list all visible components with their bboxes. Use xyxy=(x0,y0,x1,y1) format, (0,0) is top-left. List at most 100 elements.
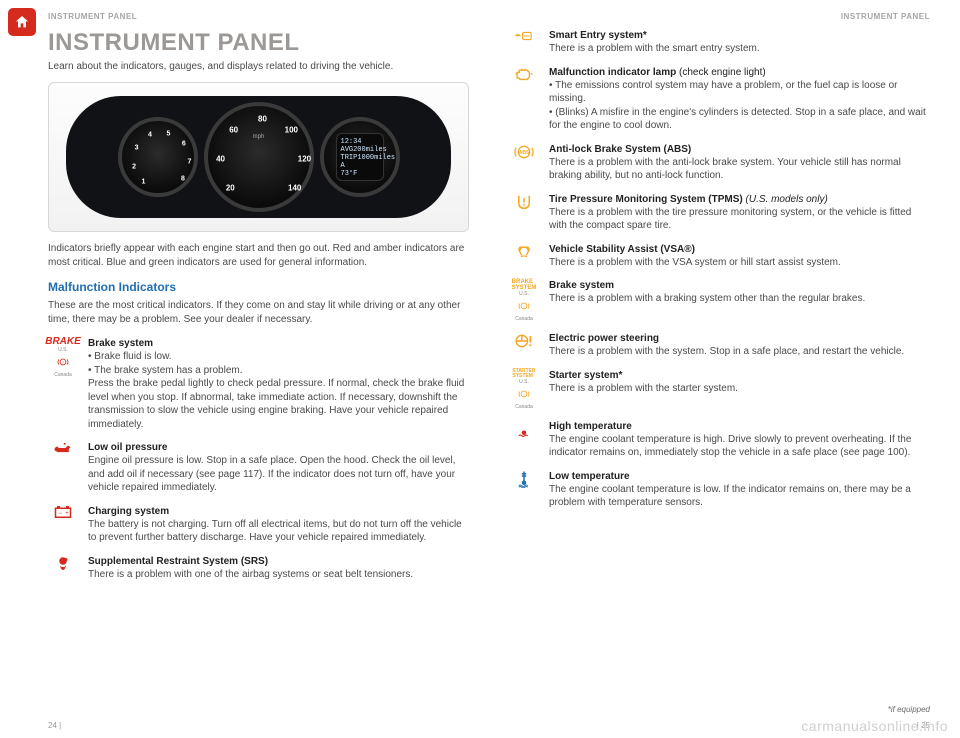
indicator-desc: The engine coolant temperature is low. I… xyxy=(549,483,930,510)
indicator-title: Electric power steering xyxy=(549,332,930,345)
breadcrumb-right: INSTRUMENT PANEL xyxy=(509,12,930,21)
indicator-item: Tire Pressure Monitoring System (TPMS) (… xyxy=(509,193,930,233)
indicator-title: Anti-lock Brake System (ABS) xyxy=(549,143,930,156)
indicator-title: Vehicle Stability Assist (VSA®) xyxy=(549,243,930,256)
indicator-desc: The emissions control system may have a … xyxy=(549,79,930,133)
indicator-title: Brake system xyxy=(549,279,930,292)
indicator-item: −+Charging systemThe battery is not char… xyxy=(48,505,469,545)
indicator-desc: There is a problem with the smart entry … xyxy=(549,42,930,56)
instrument-cluster-image: 12345678 20406080100120140 mph 12:34 AVG… xyxy=(48,82,469,232)
indicator-title: Tire Pressure Monitoring System (TPMS) (… xyxy=(549,193,930,206)
right-page: INSTRUMENT PANEL Smart Entry system*Ther… xyxy=(509,12,930,714)
avg-label: AVG xyxy=(341,146,354,154)
indicator-item: BRAKESYSTEMU.S.!CanadaBrake systemThere … xyxy=(509,279,930,322)
info-gauge: 12:34 AVG200miles TRIP A1000miles 73°F xyxy=(320,117,400,197)
cluster-caption: Indicators briefly appear with each engi… xyxy=(48,242,469,270)
indicator-desc: There is a problem with the starter syst… xyxy=(549,382,930,396)
indicator-desc: The engine coolant temperature is high. … xyxy=(549,433,930,460)
indicator-item: High temperatureThe engine coolant tempe… xyxy=(509,420,930,460)
clock: 12:34 xyxy=(341,138,362,146)
eps-icon xyxy=(509,332,539,359)
home-button[interactable] xyxy=(8,8,36,36)
indicator-body: Malfunction indicator lamp (check engine… xyxy=(549,66,930,133)
indicator-body: Anti-lock Brake System (ABS)There is a p… xyxy=(549,143,930,183)
vsa-icon xyxy=(509,243,539,270)
lede-text: Learn about the indicators, gauges, and … xyxy=(48,61,469,72)
indicator-body: Low temperatureThe engine coolant temper… xyxy=(549,470,930,510)
indicator-desc: Brake fluid is low.The brake system has … xyxy=(88,350,469,431)
indicator-title: Charging system xyxy=(88,505,469,518)
indicator-body: Brake systemBrake fluid is low.The brake… xyxy=(88,337,469,431)
section-heading: Malfunction Indicators xyxy=(48,280,469,294)
page-title: INSTRUMENT PANEL xyxy=(48,29,469,57)
watermark: carmanualsonline.info xyxy=(801,718,948,734)
indicator-item: Electric power steeringThere is a proble… xyxy=(509,332,930,359)
indicator-desc: There is a problem with one of the airba… xyxy=(88,568,469,582)
indicator-item: ABS Anti-lock Brake System (ABS)There is … xyxy=(509,143,930,183)
indicator-body: High temperatureThe engine coolant tempe… xyxy=(549,420,930,460)
brake-text-icon: BRAKEU.S.!Canada xyxy=(48,337,78,431)
page-spread: INSTRUMENT PANEL INSTRUMENT PANEL Learn … xyxy=(0,0,960,738)
temp-high-icon xyxy=(509,420,539,460)
home-icon xyxy=(14,14,30,30)
indicator-list-right: Smart Entry system*There is a problem wi… xyxy=(509,29,930,510)
section-intro: These are the most critical indicators. … xyxy=(48,299,469,327)
indicator-desc: There is a problem with the VSA system o… xyxy=(549,256,930,270)
indicator-body: Low oil pressureEngine oil pressure is l… xyxy=(88,441,469,495)
indicator-item: Vehicle Stability Assist (VSA®)There is … xyxy=(509,243,930,270)
breadcrumb-left: INSTRUMENT PANEL xyxy=(48,12,469,21)
starter-icon: STARTERSYSTEMU.S.!Canada xyxy=(509,369,539,410)
indicator-body: Smart Entry system*There is a problem wi… xyxy=(549,29,930,56)
indicator-title: Smart Entry system* xyxy=(549,29,930,42)
svg-text:!: ! xyxy=(523,304,524,308)
page-number-left: 24 | xyxy=(48,721,61,730)
odo2: 1000miles xyxy=(357,154,395,170)
indicator-list-left: BRAKEU.S.!Canada Brake systemBrake fluid … xyxy=(48,337,469,581)
tachometer: 12345678 xyxy=(118,117,198,197)
indicator-item: STARTERSYSTEMU.S.!Canada Starter system*T… xyxy=(509,369,930,410)
battery-icon: −+ xyxy=(48,505,78,545)
indicator-desc: There is a problem with a braking system… xyxy=(549,292,930,306)
speedometer: 20406080100120140 mph xyxy=(204,102,314,212)
temp-low-icon xyxy=(509,470,539,510)
temp-readout: 73°F xyxy=(341,170,358,178)
oilcan-icon xyxy=(48,441,78,495)
odo1: 200miles xyxy=(353,146,387,154)
abs-icon: ABS xyxy=(509,143,539,183)
indicator-item: Smart Entry system*There is a problem wi… xyxy=(509,29,930,56)
trip-label: TRIP A xyxy=(341,154,358,170)
indicator-body: Supplemental Restraint System (SRS)There… xyxy=(88,555,469,582)
indicator-title: Low temperature xyxy=(549,470,930,483)
indicator-item: Low temperatureThe engine coolant temper… xyxy=(509,470,930,510)
digital-display: 12:34 AVG200miles TRIP A1000miles 73°F xyxy=(336,133,384,181)
indicator-desc: There is a problem with the tire pressur… xyxy=(549,206,930,233)
indicator-body: Tire Pressure Monitoring System (TPMS) (… xyxy=(549,193,930,233)
indicator-body: Brake systemThere is a problem with a br… xyxy=(549,279,930,322)
airbag-icon xyxy=(48,555,78,582)
indicator-desc: The battery is not charging. Turn off al… xyxy=(88,518,469,545)
speedo-unit: mph xyxy=(253,134,265,140)
indicator-title: Malfunction indicator lamp (check engine… xyxy=(549,66,930,79)
indicator-item: Low oil pressureEngine oil pressure is l… xyxy=(48,441,469,495)
indicator-title: High temperature xyxy=(549,420,930,433)
indicator-body: Vehicle Stability Assist (VSA®)There is … xyxy=(549,243,930,270)
indicator-title: Supplemental Restraint System (SRS) xyxy=(88,555,469,568)
svg-text:−: − xyxy=(59,511,63,517)
indicator-title: Low oil pressure xyxy=(88,441,469,454)
engine-icon xyxy=(509,66,539,133)
indicator-desc: Engine oil pressure is low. Stop in a sa… xyxy=(88,454,469,495)
indicator-title: Starter system* xyxy=(549,369,930,382)
indicator-item: BRAKEU.S.!Canada Brake systemBrake fluid … xyxy=(48,337,469,431)
svg-text:ABS: ABS xyxy=(519,150,530,156)
left-page: INSTRUMENT PANEL INSTRUMENT PANEL Learn … xyxy=(48,12,469,714)
indicator-body: Starter system*There is a problem with t… xyxy=(549,369,930,410)
svg-text:+: + xyxy=(65,511,69,517)
indicator-title: Brake system xyxy=(88,337,469,350)
indicator-body: Charging systemThe battery is not chargi… xyxy=(88,505,469,545)
footnote: *if equipped xyxy=(509,699,930,714)
indicator-item: Supplemental Restraint System (SRS)There… xyxy=(48,555,469,582)
indicator-desc: There is a problem with the anti-lock br… xyxy=(549,156,930,183)
svg-text:!: ! xyxy=(62,360,63,364)
indicator-item: Malfunction indicator lamp (check engine… xyxy=(509,66,930,133)
tpms-icon xyxy=(509,193,539,233)
